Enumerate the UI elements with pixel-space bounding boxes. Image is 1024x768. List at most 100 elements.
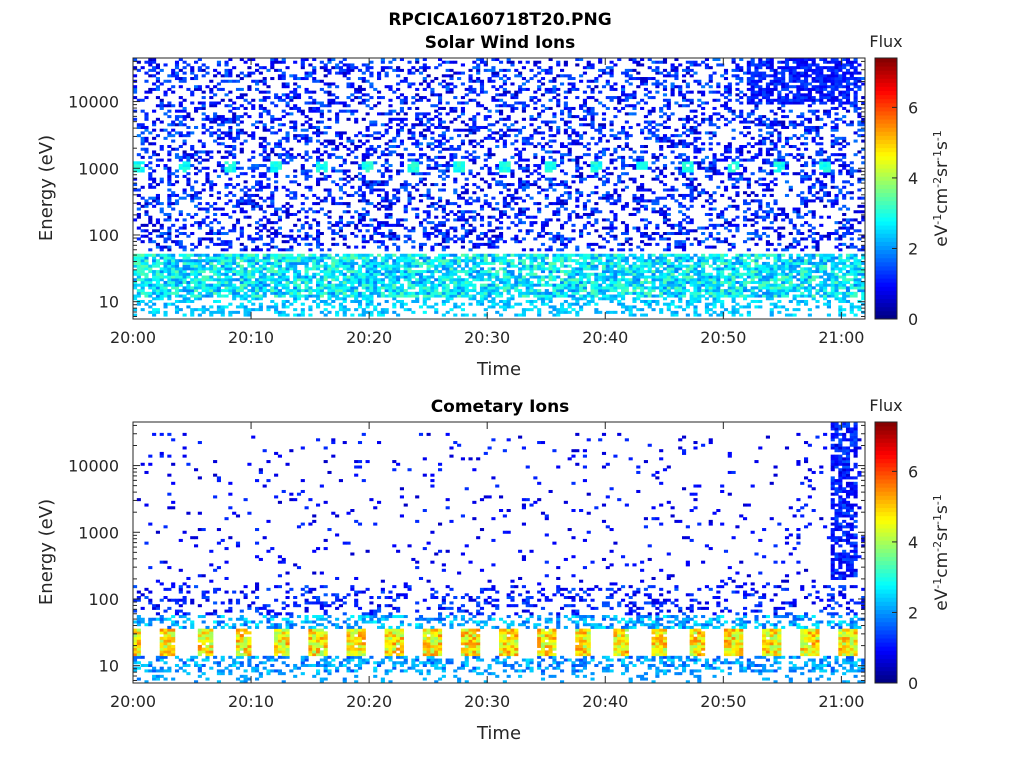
heatmap-cell [194, 109, 199, 113]
heatmap-cell [586, 256, 591, 260]
heatmap-cell [438, 199, 443, 203]
heatmap-cell [453, 272, 458, 276]
heatmap-cell [460, 286, 465, 290]
heatmap-cell [289, 267, 294, 271]
heatmap-cell [399, 155, 404, 159]
heatmap-cell [201, 207, 206, 211]
heatmap-cell [582, 204, 587, 208]
heatmap-cell [274, 172, 279, 176]
heatmap-cell [235, 237, 241, 241]
heatmap-cell [182, 169, 187, 173]
heatmap-cell [239, 270, 244, 274]
heatmap-cell [445, 218, 450, 222]
heatmap-cell [304, 153, 309, 157]
heatmap-cell [270, 286, 275, 290]
heatmap-cell [605, 66, 610, 70]
heatmap-cell [502, 275, 507, 279]
heatmap-cell [270, 58, 275, 62]
heatmap-cell [380, 58, 385, 62]
heatmap-cell [369, 120, 374, 124]
heatmap-cell [266, 90, 271, 94]
heatmap-cell [529, 215, 534, 219]
heatmap-cell [232, 253, 237, 257]
heatmap-cell [514, 223, 519, 227]
heatmap-cell [499, 291, 504, 295]
heatmap-cell [552, 305, 557, 309]
heatmap-cell [361, 174, 366, 178]
heatmap-cell [228, 264, 233, 268]
heatmap-cell [331, 291, 336, 295]
heatmap-cell [316, 237, 321, 241]
heatmap-cell [548, 272, 553, 276]
heatmap-cell [495, 218, 500, 222]
heatmap-cell [441, 275, 446, 279]
heatmap-cell [251, 272, 256, 276]
heatmap-cell [590, 280, 595, 284]
heatmap-cell [205, 128, 210, 132]
heatmap-cell [255, 164, 260, 168]
heatmap-cell [418, 283, 424, 287]
heatmap-cell [323, 131, 328, 135]
heatmap-cell [506, 280, 511, 284]
heatmap-cell [548, 264, 553, 268]
heatmap-cell [281, 248, 286, 252]
heatmap-cell [521, 188, 526, 192]
heatmap-cell [277, 270, 282, 274]
heatmap-cell [312, 299, 317, 303]
heatmap-cell [152, 142, 157, 146]
heatmap-cell [575, 297, 580, 301]
heatmap-cell [380, 234, 385, 238]
heatmap-cell [392, 58, 397, 62]
heatmap-cell [251, 134, 256, 138]
heatmap-cell [354, 291, 359, 295]
heatmap-cell [209, 283, 214, 287]
heatmap-cell [506, 253, 511, 257]
heatmap-cell [472, 120, 477, 124]
heatmap-cell [556, 150, 561, 154]
heatmap-cell [441, 286, 446, 290]
heatmap-cell [571, 128, 576, 132]
heatmap-cell [133, 270, 138, 274]
heatmap-cell [525, 267, 530, 271]
heatmap-cell [243, 202, 248, 206]
heatmap-cell [144, 261, 149, 265]
heatmap-cell [270, 264, 275, 268]
heatmap-cell [319, 109, 324, 113]
heatmap-cell [422, 128, 427, 132]
heatmap-cell [182, 294, 187, 298]
heatmap-cell [201, 270, 206, 274]
heatmap-cell [300, 308, 305, 312]
heatmap-cell [293, 270, 298, 274]
heatmap-cell [167, 278, 172, 282]
heatmap-cell [438, 93, 443, 97]
heatmap-cell [140, 229, 145, 233]
heatmap-cell [445, 253, 450, 257]
heatmap-cell [346, 275, 351, 279]
heatmap-cell [224, 253, 229, 257]
heatmap-cell [197, 278, 202, 282]
heatmap-cell [239, 104, 244, 108]
heatmap-cell [476, 278, 481, 282]
heatmap-cell [430, 232, 435, 236]
heatmap-cell [396, 66, 401, 70]
heatmap-cell [232, 139, 237, 143]
heatmap-cell [338, 270, 343, 274]
heatmap-cell [472, 289, 477, 293]
heatmap-cell [350, 270, 355, 274]
heatmap-cell [247, 294, 252, 298]
heatmap-cell [289, 264, 294, 268]
heatmap-cell [426, 280, 431, 284]
heatmap-cell [380, 180, 385, 184]
heatmap-cell [323, 169, 328, 173]
heatmap-cell [441, 177, 446, 181]
heatmap-cell [178, 85, 183, 89]
heatmap-cell [495, 234, 500, 238]
heatmap-cell [457, 101, 462, 105]
heatmap-cell [518, 71, 523, 75]
heatmap-cell [308, 234, 313, 238]
heatmap-cell [560, 291, 565, 295]
heatmap-cell [304, 278, 309, 282]
heatmap-cell [525, 229, 530, 233]
heatmap-cell [323, 139, 328, 143]
heatmap-cell [270, 196, 275, 200]
